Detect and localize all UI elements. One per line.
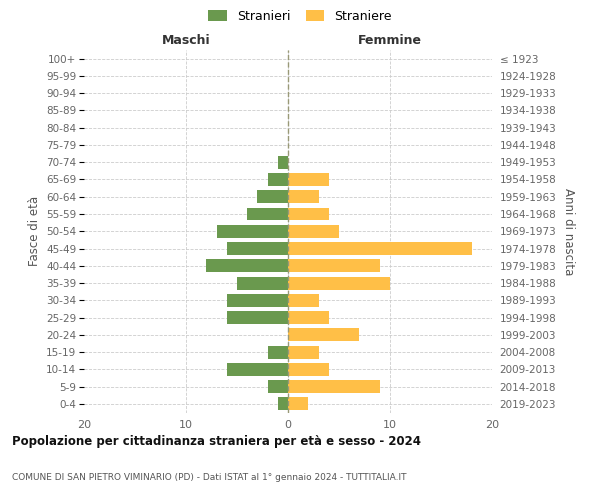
- Text: COMUNE DI SAN PIETRO VIMINARIO (PD) - Dati ISTAT al 1° gennaio 2024 - TUTTITALIA: COMUNE DI SAN PIETRO VIMINARIO (PD) - Da…: [12, 472, 407, 482]
- Bar: [268, 173, 288, 186]
- Legend: Stranieri, Straniere: Stranieri, Straniere: [205, 6, 395, 26]
- Bar: [227, 363, 288, 376]
- Text: Popolazione per cittadinanza straniera per età e sesso - 2024: Popolazione per cittadinanza straniera p…: [12, 435, 421, 448]
- Bar: [288, 346, 319, 358]
- Text: Femmine: Femmine: [358, 34, 422, 48]
- Bar: [268, 380, 288, 393]
- Bar: [227, 311, 288, 324]
- Bar: [288, 294, 319, 307]
- Y-axis label: Anni di nascita: Anni di nascita: [562, 188, 575, 275]
- Bar: [257, 190, 288, 203]
- Bar: [288, 328, 359, 342]
- Text: Maschi: Maschi: [161, 34, 211, 48]
- Bar: [288, 276, 390, 289]
- Bar: [268, 346, 288, 358]
- Y-axis label: Fasce di età: Fasce di età: [28, 196, 41, 266]
- Bar: [288, 225, 339, 237]
- Bar: [288, 190, 319, 203]
- Bar: [247, 208, 288, 220]
- Bar: [278, 398, 288, 410]
- Bar: [237, 276, 288, 289]
- Bar: [288, 173, 329, 186]
- Bar: [288, 260, 380, 272]
- Bar: [288, 380, 380, 393]
- Bar: [217, 225, 288, 237]
- Bar: [227, 294, 288, 307]
- Bar: [278, 156, 288, 168]
- Bar: [288, 311, 329, 324]
- Bar: [288, 208, 329, 220]
- Bar: [288, 363, 329, 376]
- Bar: [288, 398, 308, 410]
- Bar: [206, 260, 288, 272]
- Bar: [227, 242, 288, 255]
- Bar: [288, 242, 472, 255]
